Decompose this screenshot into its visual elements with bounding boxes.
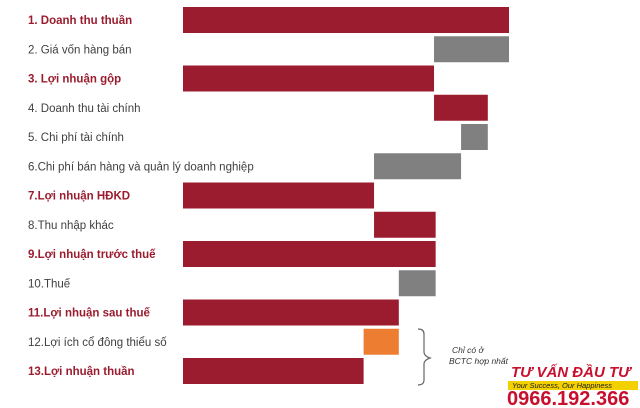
bar-1 [183, 7, 509, 33]
bar-13 [183, 358, 364, 384]
brand-slogan-band [508, 381, 638, 390]
row-label-11: 11.Lợi nhuận sau thuế [28, 308, 151, 320]
row-label-7: 7.Lợi nhuận HĐKD [28, 191, 130, 203]
annotation-brace [417, 328, 432, 386]
row-label-5: 5. Chi phí tài chính [28, 132, 124, 144]
row-label-13: 13.Lợi nhuận thuần [28, 366, 135, 378]
bar-11 [183, 299, 399, 326]
annotation-line-1: Chỉ có ở [452, 345, 484, 355]
bar-10 [398, 270, 436, 297]
brand-phone: 0966.192.366 [507, 388, 629, 408]
brand-logo: TƯ VẤN ĐẦU TƯ Your Success, Our Happines… [507, 363, 638, 408]
bar-7 [183, 182, 375, 209]
bar-9 [183, 241, 436, 267]
row-label-8: 8.Thu nhập khác [28, 220, 114, 232]
row-label-12: 12.Lợi ích cổ đông thiểu số [28, 337, 167, 349]
row-label-1: 1. Doanh thu thuần [28, 15, 132, 27]
bar-6 [374, 153, 462, 180]
bar-5 [461, 124, 488, 150]
row-label-9: 9.Lợi nhuận trước thuế [28, 249, 156, 261]
row-label-2: 2. Giá vốn hàng bán [28, 44, 132, 56]
bar-4 [434, 94, 488, 121]
brand-slogan: Your Success, Our Happiness [512, 381, 612, 390]
bar-8 [374, 211, 436, 238]
row-label-4: 4. Doanh thu tài chính [28, 103, 141, 115]
row-label-10: 10.Thuế [28, 278, 71, 290]
bar-3 [183, 65, 435, 92]
bar-12 [363, 328, 399, 355]
row-label-6: 6.Chi phí bán hàng và quản lý doanh nghi… [28, 161, 254, 173]
brand-title: TƯ VẤN ĐẦU TƯ [511, 363, 633, 381]
bar-2 [434, 36, 509, 63]
bars [183, 7, 509, 384]
row-labels: 1. Doanh thu thuần 2. Giá vốn hàng bán 3. … [28, 15, 254, 378]
row-label-3: 3. Lợi nhuận gộp [28, 74, 121, 86]
annotation-line-2: BCTC hợp nhất [449, 356, 509, 366]
